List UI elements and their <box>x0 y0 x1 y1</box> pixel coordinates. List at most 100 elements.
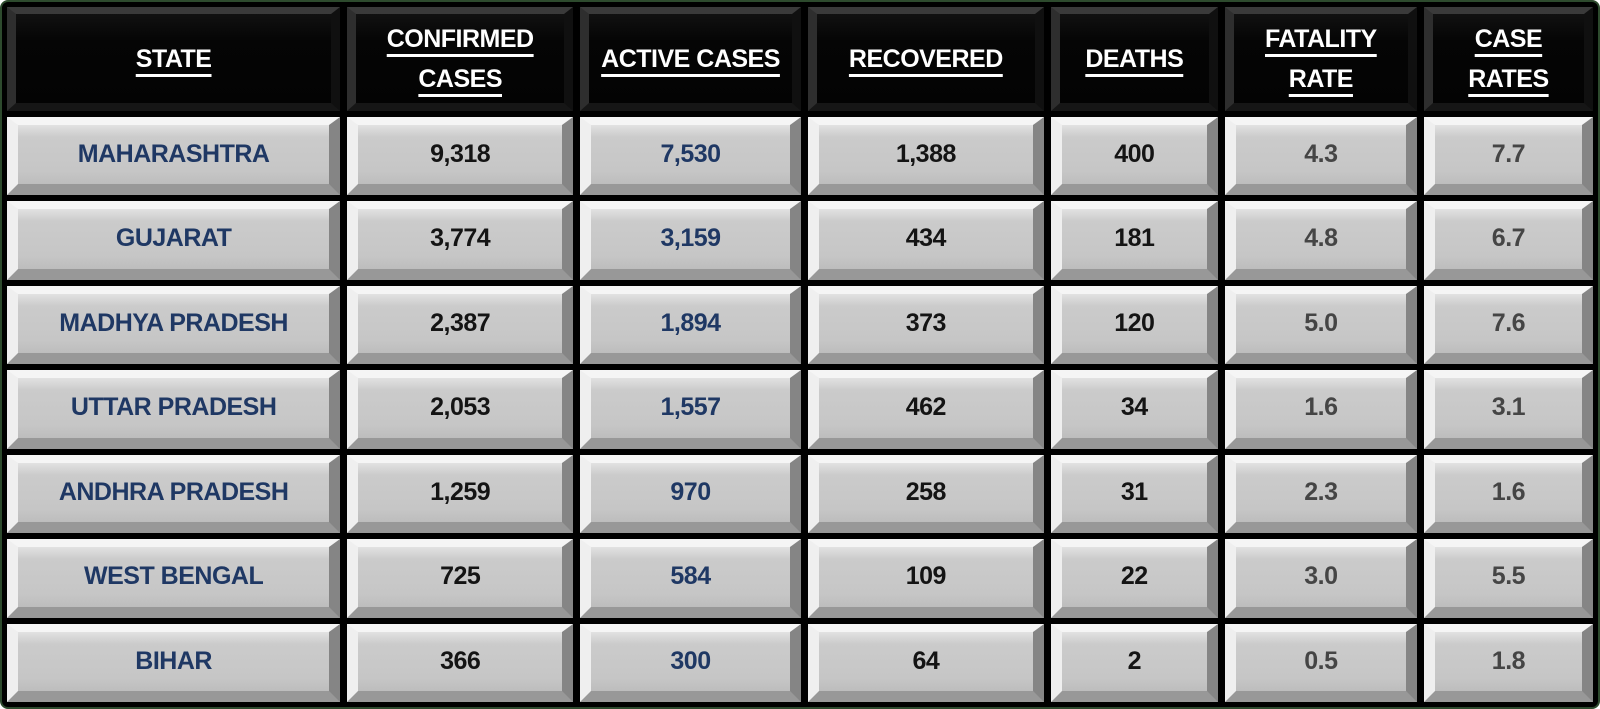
column-header-state: STATE <box>7 7 341 111</box>
cell-confirmed-cases-row-3: 2,387 <box>347 285 574 365</box>
case-rates-value: 5.5 <box>1491 562 1526 591</box>
cell-recovered-row-7: 64 <box>807 623 1044 702</box>
cell-case-rates-row-7: 1.8 <box>1423 623 1593 702</box>
fatality-rate-value: 2.3 <box>1304 477 1338 506</box>
column-header-deaths: DEATHS <box>1050 7 1218 111</box>
column-header-active-cases: ACTIVE CASES <box>580 7 801 111</box>
cell-active-cases-row-2: 3,159 <box>580 201 801 280</box>
cell-state-row-5: ANDHRA PRADESH <box>7 454 341 534</box>
cell-recovered-row-1: 1,388 <box>807 117 1044 196</box>
cell-confirmed-cases-row-5: 1,259 <box>347 454 574 534</box>
cell-active-cases-row-7: 300 <box>580 623 801 702</box>
recovered-value: 258 <box>905 477 947 506</box>
column-header-state-label: STATE <box>135 44 212 73</box>
confirmed-cases-value: 725 <box>440 562 481 591</box>
cell-fatality-rate-row-5: 2.3 <box>1224 454 1417 534</box>
cell-state-row-1: MAHARASHTRA <box>7 117 341 196</box>
cell-deaths-row-2: 181 <box>1050 201 1218 280</box>
fatality-rate-value: 5.0 <box>1304 308 1338 337</box>
cell-confirmed-cases-row-4: 2,053 <box>347 370 574 449</box>
cell-fatality-rate-row-3: 5.0 <box>1224 285 1417 365</box>
recovered-value: 462 <box>905 393 947 422</box>
column-header-active-cases-label: ACTIVE CASES <box>601 44 780 73</box>
cell-fatality-rate-row-2: 4.8 <box>1224 201 1417 280</box>
cell-recovered-row-3: 373 <box>807 285 1044 365</box>
cell-fatality-rate-row-7: 0.5 <box>1224 623 1417 702</box>
fatality-rate-value: 4.8 <box>1304 224 1338 253</box>
active-cases-value: 1,894 <box>660 308 721 337</box>
cell-active-cases-row-6: 584 <box>580 539 801 618</box>
column-header-case-rates-label: CASE RATES <box>1468 24 1549 93</box>
cell-active-cases-row-5: 970 <box>580 454 801 534</box>
cell-case-rates-row-5: 1.6 <box>1423 454 1593 534</box>
cell-recovered-row-5: 258 <box>807 454 1044 534</box>
confirmed-cases-value: 3,774 <box>430 224 491 253</box>
deaths-value: 31 <box>1120 477 1148 506</box>
confirmed-cases-value: 1,259 <box>430 477 491 506</box>
cell-confirmed-cases-row-6: 725 <box>347 539 574 618</box>
active-cases-value: 3,159 <box>660 224 721 253</box>
case-rates-value: 3.1 <box>1491 393 1526 422</box>
cell-deaths-row-7: 2 <box>1050 623 1218 702</box>
column-header-recovered: RECOVERED <box>807 7 1044 111</box>
fatality-rate-value: 4.3 <box>1304 139 1338 168</box>
cell-recovered-row-4: 462 <box>807 370 1044 449</box>
recovered-value: 373 <box>905 308 947 337</box>
cell-case-rates-row-6: 5.5 <box>1423 539 1593 618</box>
deaths-value: 120 <box>1114 308 1155 337</box>
cell-deaths-row-1: 400 <box>1050 117 1218 196</box>
column-header-recovered-label: RECOVERED <box>848 44 1003 73</box>
cell-active-cases-row-4: 1,557 <box>580 370 801 449</box>
case-rates-value: 6.7 <box>1491 224 1526 253</box>
active-cases-value: 1,557 <box>660 393 721 422</box>
state-name: MAHARASHTRA <box>77 139 270 168</box>
recovered-value: 434 <box>905 224 947 253</box>
active-cases-value: 970 <box>670 477 711 506</box>
cell-state-row-7: BIHAR <box>7 623 341 702</box>
cell-fatality-rate-row-4: 1.6 <box>1224 370 1417 449</box>
cell-case-rates-row-3: 7.6 <box>1423 285 1593 365</box>
case-rates-value: 1.8 <box>1491 646 1526 675</box>
recovered-value: 1,388 <box>895 139 957 168</box>
confirmed-cases-value: 366 <box>440 646 481 675</box>
cell-recovered-row-2: 434 <box>807 201 1044 280</box>
cell-confirmed-cases-row-7: 366 <box>347 623 574 702</box>
recovered-value: 64 <box>912 646 940 675</box>
column-header-fatality-rate-label: FATALITY RATE <box>1265 24 1377 93</box>
deaths-value: 181 <box>1114 224 1155 253</box>
fatality-rate-value: 3.0 <box>1304 562 1338 591</box>
fatality-rate-value: 0.5 <box>1304 646 1338 675</box>
cell-confirmed-cases-row-2: 3,774 <box>347 201 574 280</box>
confirmed-cases-value: 9,318 <box>430 139 491 168</box>
cell-state-row-2: GUJARAT <box>7 201 341 280</box>
active-cases-value: 7,530 <box>660 139 721 168</box>
fatality-rate-value: 1.6 <box>1304 393 1338 422</box>
cell-state-row-6: WEST BENGAL <box>7 539 341 618</box>
confirmed-cases-value: 2,053 <box>430 393 491 422</box>
state-name: WEST BENGAL <box>84 562 264 591</box>
deaths-value: 34 <box>1120 393 1148 422</box>
cell-active-cases-row-3: 1,894 <box>580 285 801 365</box>
deaths-value: 22 <box>1120 562 1148 591</box>
deaths-value: 2 <box>1127 646 1142 675</box>
case-rates-value: 7.6 <box>1491 308 1526 337</box>
state-name: MADHYA PRADESH <box>59 308 288 337</box>
cell-recovered-row-6: 109 <box>807 539 1044 618</box>
cell-deaths-row-6: 22 <box>1050 539 1218 618</box>
cell-state-row-4: UTTAR PRADESH <box>7 370 341 449</box>
state-name: UTTAR PRADESH <box>70 393 277 422</box>
cell-fatality-rate-row-1: 4.3 <box>1224 117 1417 196</box>
state-name: BIHAR <box>135 646 212 675</box>
deaths-value: 400 <box>1114 139 1155 168</box>
active-cases-value: 584 <box>670 562 711 591</box>
column-header-deaths-label: DEATHS <box>1085 44 1184 73</box>
cell-state-row-3: MADHYA PRADESH <box>7 285 341 365</box>
recovered-value: 109 <box>905 562 947 591</box>
cell-active-cases-row-1: 7,530 <box>580 117 801 196</box>
case-rates-value: 1.6 <box>1491 477 1526 506</box>
state-name: GUJARAT <box>115 224 232 253</box>
cell-case-rates-row-1: 7.7 <box>1423 117 1593 196</box>
column-header-fatality-rate: FATALITY RATE <box>1224 7 1417 111</box>
cell-case-rates-row-4: 3.1 <box>1423 370 1593 449</box>
